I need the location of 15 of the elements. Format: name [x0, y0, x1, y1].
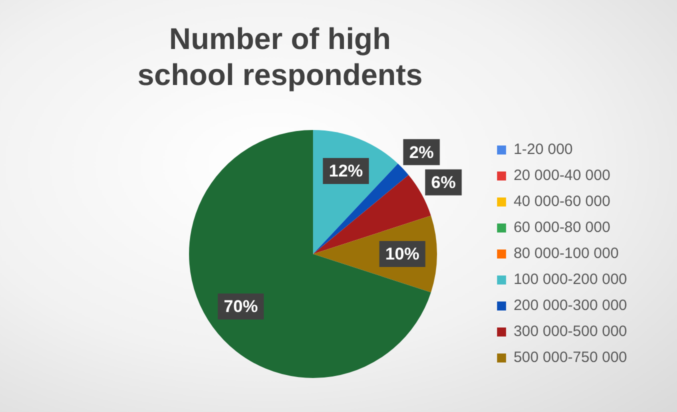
- data-label: 70%: [224, 297, 258, 316]
- data-label: 10%: [385, 244, 420, 264]
- legend-label: 1-20 000: [514, 141, 573, 158]
- legend-label: 300 000-500 000: [514, 323, 627, 340]
- chart-title: Number of high school respondents: [136, 22, 424, 94]
- legend-label: 500 000-750 000: [514, 349, 627, 366]
- data-label: 6%: [431, 173, 456, 192]
- legend-label: 100 000-200 000: [514, 271, 627, 288]
- legend-label: 200 000-300 000: [514, 297, 627, 314]
- legend-label: 40 000-60 000: [514, 193, 610, 210]
- legend-label: 60 000-80 000: [514, 219, 610, 236]
- legend-label: 80 000-100 000: [514, 245, 619, 262]
- legend-label: 20 000-40 000: [514, 167, 610, 184]
- data-label: 2%: [409, 142, 434, 162]
- data-label: 12%: [328, 162, 363, 181]
